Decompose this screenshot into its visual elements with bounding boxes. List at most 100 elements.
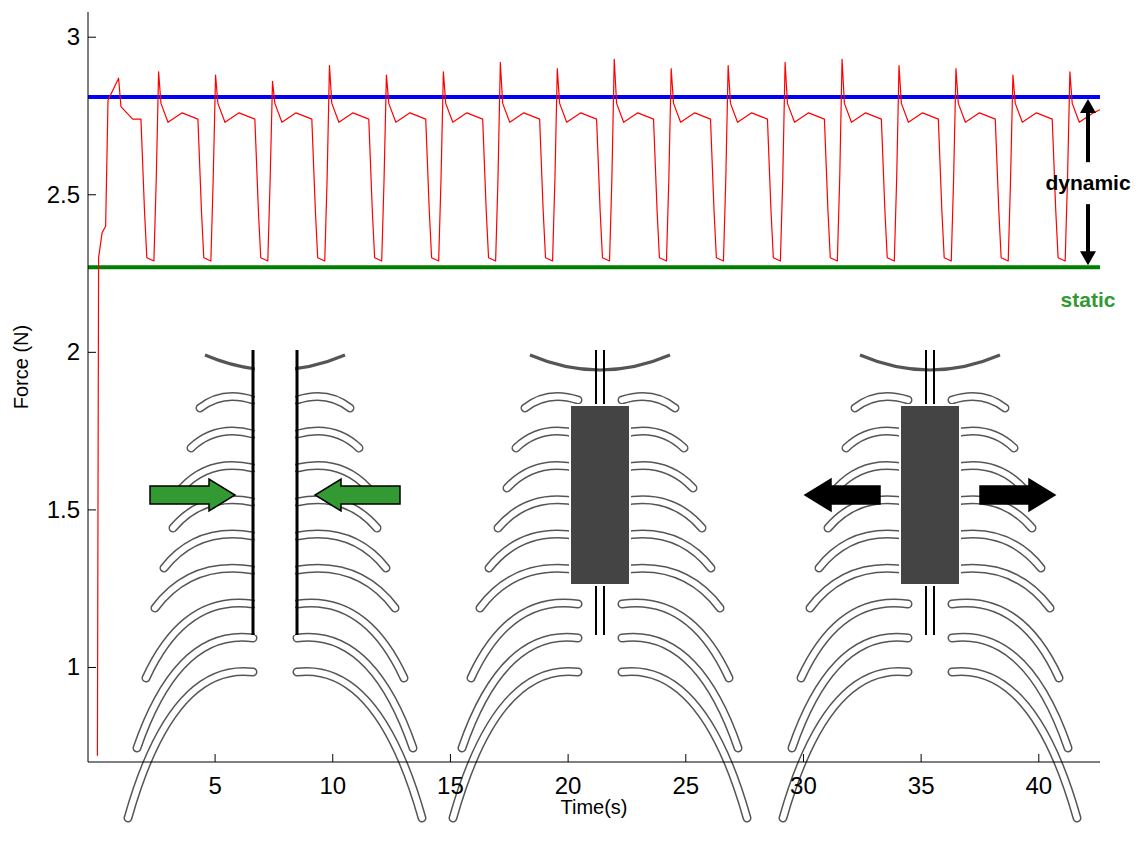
- rib: [191, 431, 253, 448]
- y-tick: [88, 194, 96, 195]
- x-tick: [215, 754, 216, 762]
- x-tick: [803, 754, 804, 762]
- force-line: [97, 59, 1100, 755]
- y-tick-label: 1: [67, 653, 80, 680]
- sternum-gap: [255, 350, 295, 635]
- rib: [783, 671, 908, 818]
- x-axis-line: [88, 762, 1100, 763]
- illustrations: [110, 341, 1095, 818]
- sternum-edge: [252, 350, 255, 635]
- x-tick-label: 15: [437, 772, 464, 799]
- x-tick: [1038, 754, 1039, 762]
- x-tick: [568, 754, 569, 762]
- annotations: dynamic static: [1045, 99, 1131, 311]
- y-tick-label: 2: [67, 338, 80, 365]
- arrow: [980, 479, 1055, 511]
- x-tick: [332, 754, 333, 762]
- dynamic-arrow-head: [1080, 99, 1096, 113]
- rib: [952, 534, 1041, 568]
- rib-inner: [498, 500, 578, 528]
- series: [97, 59, 1100, 755]
- rib: [622, 534, 711, 568]
- rib-inner: [622, 534, 711, 568]
- x-tick-label: 5: [208, 772, 221, 799]
- rib-inner: [507, 466, 578, 489]
- implant: [570, 405, 630, 585]
- arrow: [150, 479, 235, 511]
- x-tick: [450, 754, 451, 762]
- rib-inner: [297, 534, 386, 568]
- y-tick-label: 1.5: [47, 496, 80, 523]
- x-tick-label: 40: [1025, 772, 1052, 799]
- clavicle: [530, 355, 670, 370]
- rib-inner: [516, 431, 578, 448]
- x-axis-title: Time(s): [560, 796, 627, 818]
- ribcage: [110, 341, 440, 818]
- rib: [952, 466, 1023, 489]
- dynamic-arrow-shaft: [1086, 204, 1090, 253]
- rib-inner: [952, 534, 1041, 568]
- chart: 11.522.53510152025303540Time(s)Force (N)…: [0, 0, 1143, 846]
- ribcage: [435, 341, 765, 818]
- rib-inner: [622, 431, 684, 448]
- implant: [900, 405, 960, 585]
- illustration-ground: [435, 341, 765, 741]
- x-tick-label: 30: [790, 772, 817, 799]
- rib: [498, 500, 578, 528]
- rib: [622, 671, 747, 818]
- y-tick-label: 3: [67, 23, 80, 50]
- rib: [952, 431, 1014, 448]
- rib: [837, 466, 908, 489]
- x-tick-label: 10: [319, 772, 346, 799]
- rib-inner: [783, 671, 908, 818]
- illustration-ground: [110, 341, 440, 741]
- rib: [164, 534, 253, 568]
- y-tick: [88, 352, 96, 353]
- rib-inner: [297, 431, 359, 448]
- rib-inner: [952, 671, 1077, 818]
- clavicle: [860, 355, 1000, 370]
- ribcage: [765, 341, 1095, 818]
- rib: [507, 466, 578, 489]
- y-tick: [88, 509, 96, 510]
- rib-inner: [200, 396, 253, 408]
- rib-inner: [819, 534, 908, 568]
- rib: [622, 466, 693, 489]
- dynamic-arrow-shaft: [1086, 111, 1090, 162]
- rib-inner: [128, 671, 253, 818]
- rib: [200, 396, 253, 408]
- rib: [952, 671, 1077, 818]
- static-label: static: [1061, 288, 1116, 311]
- rib-inner: [297, 396, 350, 408]
- rib: [297, 671, 422, 818]
- rib: [622, 431, 684, 448]
- rib-inner: [489, 534, 578, 568]
- rib-inner: [622, 500, 702, 528]
- y-tick-label: 2.5: [47, 181, 80, 208]
- rib-inner: [622, 466, 693, 489]
- rib: [819, 534, 908, 568]
- rib-inner: [846, 431, 908, 448]
- y-tick: [88, 37, 96, 38]
- rib-inner: [952, 466, 1023, 489]
- rib-inner: [191, 431, 253, 448]
- y-tick: [88, 667, 96, 668]
- rib-inner: [164, 534, 253, 568]
- rib: [489, 534, 578, 568]
- rib-inner: [952, 431, 1014, 448]
- rib: [846, 431, 908, 448]
- rib: [297, 431, 359, 448]
- x-tick-label: 25: [672, 772, 699, 799]
- rib: [622, 500, 702, 528]
- illustration-ground: [765, 341, 1095, 741]
- rib-inner: [622, 671, 747, 818]
- x-tick: [921, 754, 922, 762]
- y-axis-title: Force (N): [10, 325, 32, 409]
- arrow: [805, 479, 880, 511]
- dynamic-label: dynamic: [1045, 171, 1131, 194]
- rib-inner: [297, 671, 422, 818]
- rib: [297, 396, 350, 408]
- x-tick-label: 35: [908, 772, 935, 799]
- y-axis-line: [88, 12, 89, 762]
- rib-inner: [837, 466, 908, 489]
